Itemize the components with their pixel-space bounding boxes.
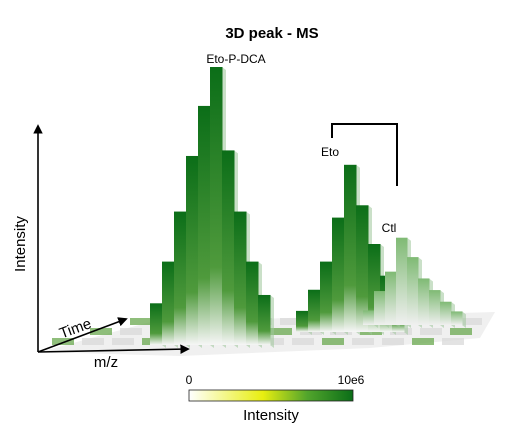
time-axis [37,317,128,353]
floor-bar [382,338,404,345]
bar [320,261,333,332]
bar-side-face [462,311,466,328]
bar [246,261,259,345]
bar [332,217,345,332]
floor-bar [322,338,344,345]
bar-side-face [270,294,274,348]
floor-bar [112,338,134,345]
floor-bar [412,338,434,345]
colorbar-min-label: 0 [186,373,193,387]
bar [198,105,211,345]
comparison-bracket [331,123,398,186]
bar [385,271,397,325]
bar [344,164,357,332]
floor-bar [130,318,152,325]
floor-bar [292,338,314,345]
bar [210,67,223,345]
bar [451,311,463,325]
bar [363,310,375,325]
floor-bar [270,328,292,335]
colorbar-title: Intensity [243,407,299,424]
bar [258,294,271,345]
bar [374,291,386,325]
floor-bar [450,328,472,335]
colorbar [188,389,354,402]
bar [234,211,247,345]
chart-title: 3D peak - MS [225,25,318,42]
bar [174,211,187,345]
mz-axis-label: m/z [94,354,118,371]
floor-bar [420,328,442,335]
floor-bar [280,318,302,325]
series-label-ctl: Ctl [382,221,397,235]
series-eto [296,164,408,335]
intensity-axis-label: Intensity [12,216,29,272]
bar [396,237,408,325]
floor-bar [82,338,104,345]
floor-bar [52,338,74,345]
floor-bar [120,328,142,335]
series-eto-p-dca [150,67,274,348]
floor-bar [90,328,112,335]
bar [429,290,441,325]
series-ctl [363,237,466,328]
floor-bar [352,338,374,345]
bar [162,261,175,345]
bar [418,278,430,325]
series-label-eto: Eto [321,145,339,159]
bar [407,257,419,325]
series-label-eto-p-dca: Eto-P-DCA [206,52,265,66]
bar [440,301,452,325]
bar [296,310,309,332]
bar [150,303,163,345]
bar [186,155,199,345]
floor-bar [442,338,464,345]
bar [356,205,369,332]
bar [222,150,235,345]
bar [308,289,321,332]
colorbar-max-label: 10e6 [338,373,365,387]
mz-axis [37,344,190,354]
floor-bar [460,318,482,325]
